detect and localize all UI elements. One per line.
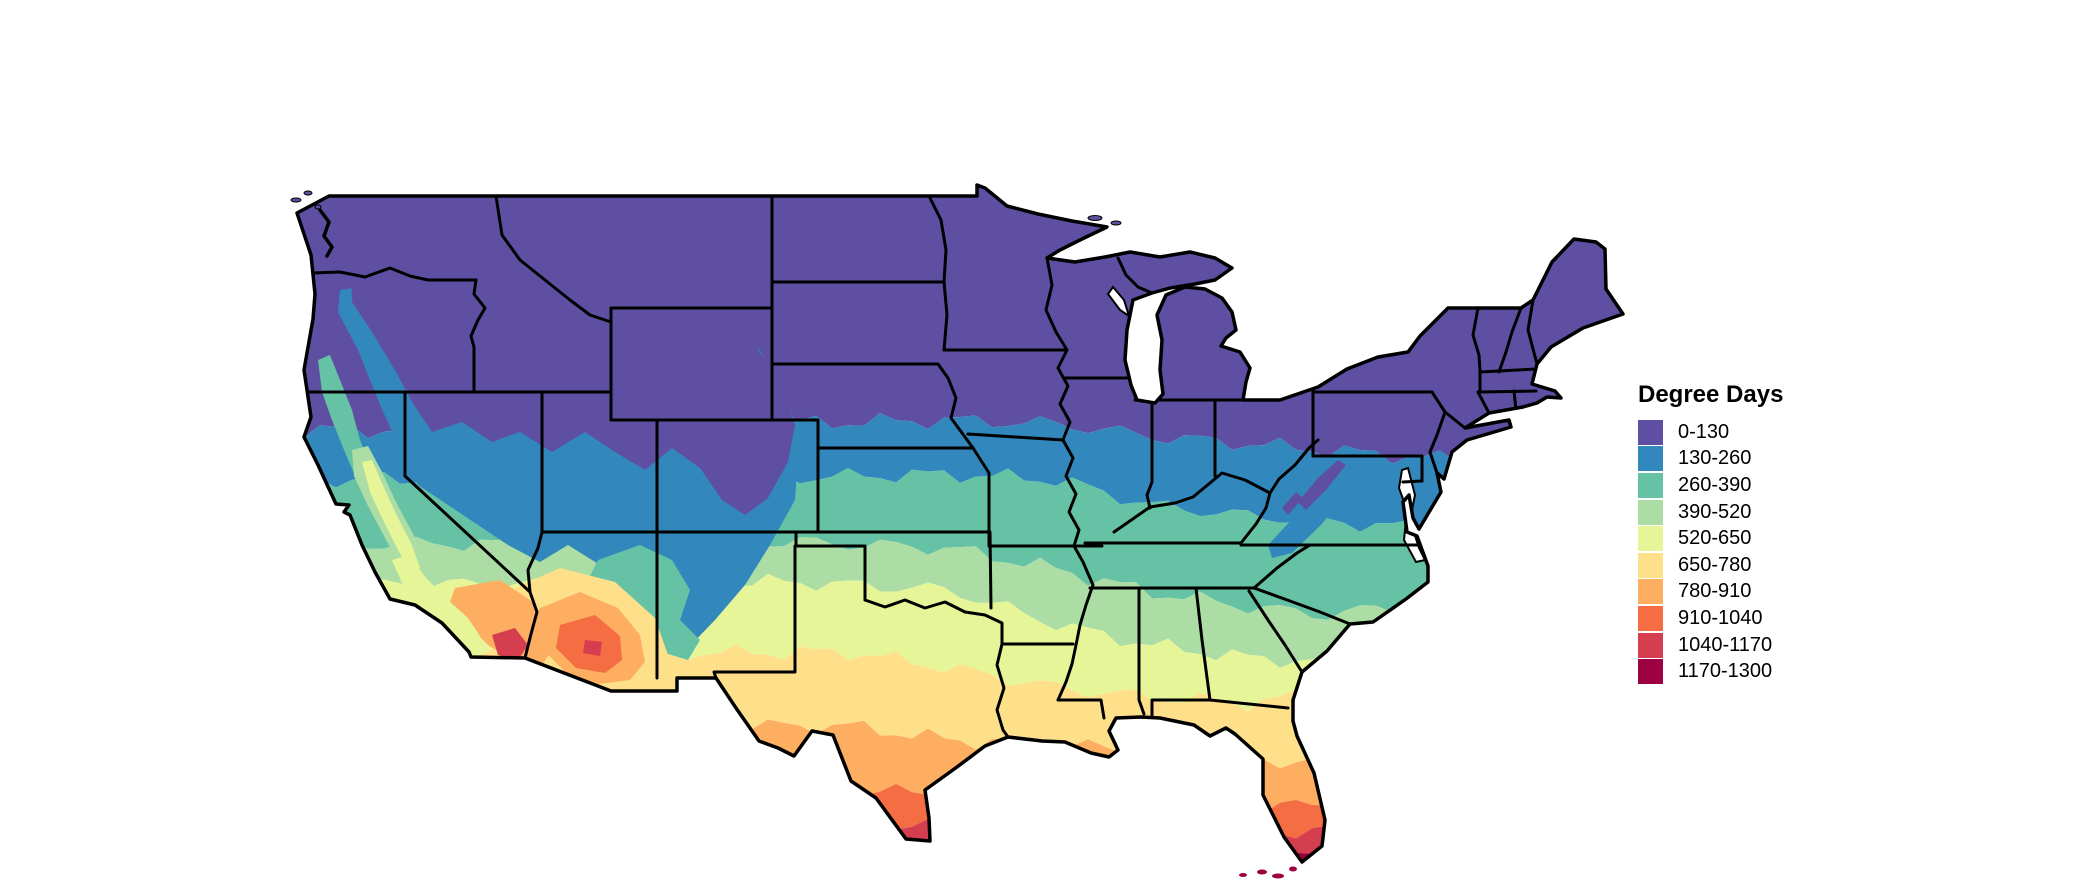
region-overlay — [588, 545, 700, 660]
region-overlay — [1282, 492, 1303, 515]
island-dot — [1110, 220, 1122, 226]
legend-swatch — [1638, 552, 1663, 578]
island-dot — [290, 197, 302, 203]
legend-label: 780-910 — [1678, 580, 1752, 603]
legend-item: 780-910 — [1638, 579, 1878, 606]
island-dot — [1087, 215, 1103, 221]
legend-label: 130-260 — [1678, 447, 1752, 470]
island-dot — [314, 204, 322, 210]
legend-item: 390-520 — [1638, 499, 1878, 526]
legend-title: Degree Days — [1638, 381, 1784, 408]
legend-swatch — [1638, 579, 1663, 605]
legend-label: 650-780 — [1678, 553, 1752, 576]
florida-keys-dot — [1239, 873, 1247, 877]
legend-items: 0-130 130-260 260-390 390-520 520-650 650-780… — [1638, 419, 1878, 685]
region-overlay — [1298, 460, 1346, 510]
legend-item: 1170-1300 — [1638, 658, 1878, 685]
legend-swatch — [1638, 659, 1663, 685]
legend-swatch — [1638, 632, 1663, 658]
legend-swatch — [1638, 419, 1663, 445]
puget-sound — [318, 208, 334, 258]
legend-label: 520-650 — [1678, 527, 1752, 550]
us-outline — [295, 183, 1625, 864]
green-bay-water — [1106, 285, 1131, 319]
legend-label: 1170-1300 — [1678, 660, 1773, 683]
legend-swatch — [1638, 526, 1663, 552]
legend-swatch — [1638, 472, 1663, 498]
legend-item: 650-780 — [1638, 552, 1878, 579]
florida-keys-dot — [1289, 866, 1297, 872]
region-overlay — [350, 242, 795, 515]
legend-item: 520-650 — [1638, 525, 1878, 552]
legend-item: 910-1040 — [1638, 605, 1878, 632]
legend-item: 260-390 — [1638, 472, 1878, 499]
region-overlay — [392, 555, 480, 648]
legend-label: 390-520 — [1678, 500, 1752, 523]
island-dot — [303, 190, 313, 196]
region-overlay — [492, 628, 528, 660]
legend-item: 130-260 — [1638, 446, 1878, 473]
legend-label: 260-390 — [1678, 473, 1752, 496]
legend-swatch — [1638, 605, 1663, 631]
state-boundaries — [306, 194, 1539, 739]
legend: Degree Days 0-130 130-260 260-390 390-520 52… — [1638, 381, 1878, 685]
florida-keys-dot — [1257, 869, 1267, 875]
region-overlay — [1268, 490, 1345, 558]
legend-label: 0-130 — [1678, 420, 1730, 443]
legend-label: 910-1040 — [1678, 606, 1763, 629]
region-overlay — [362, 460, 420, 576]
legend-label: 1040-1170 — [1678, 633, 1773, 656]
florida-keys-dot — [1272, 873, 1284, 879]
legend-item: 0-130 — [1638, 419, 1878, 446]
region-overlay — [583, 640, 602, 656]
legend-swatch — [1638, 446, 1663, 472]
legend-swatch — [1638, 499, 1663, 525]
legend-item: 1040-1170 — [1638, 632, 1878, 659]
